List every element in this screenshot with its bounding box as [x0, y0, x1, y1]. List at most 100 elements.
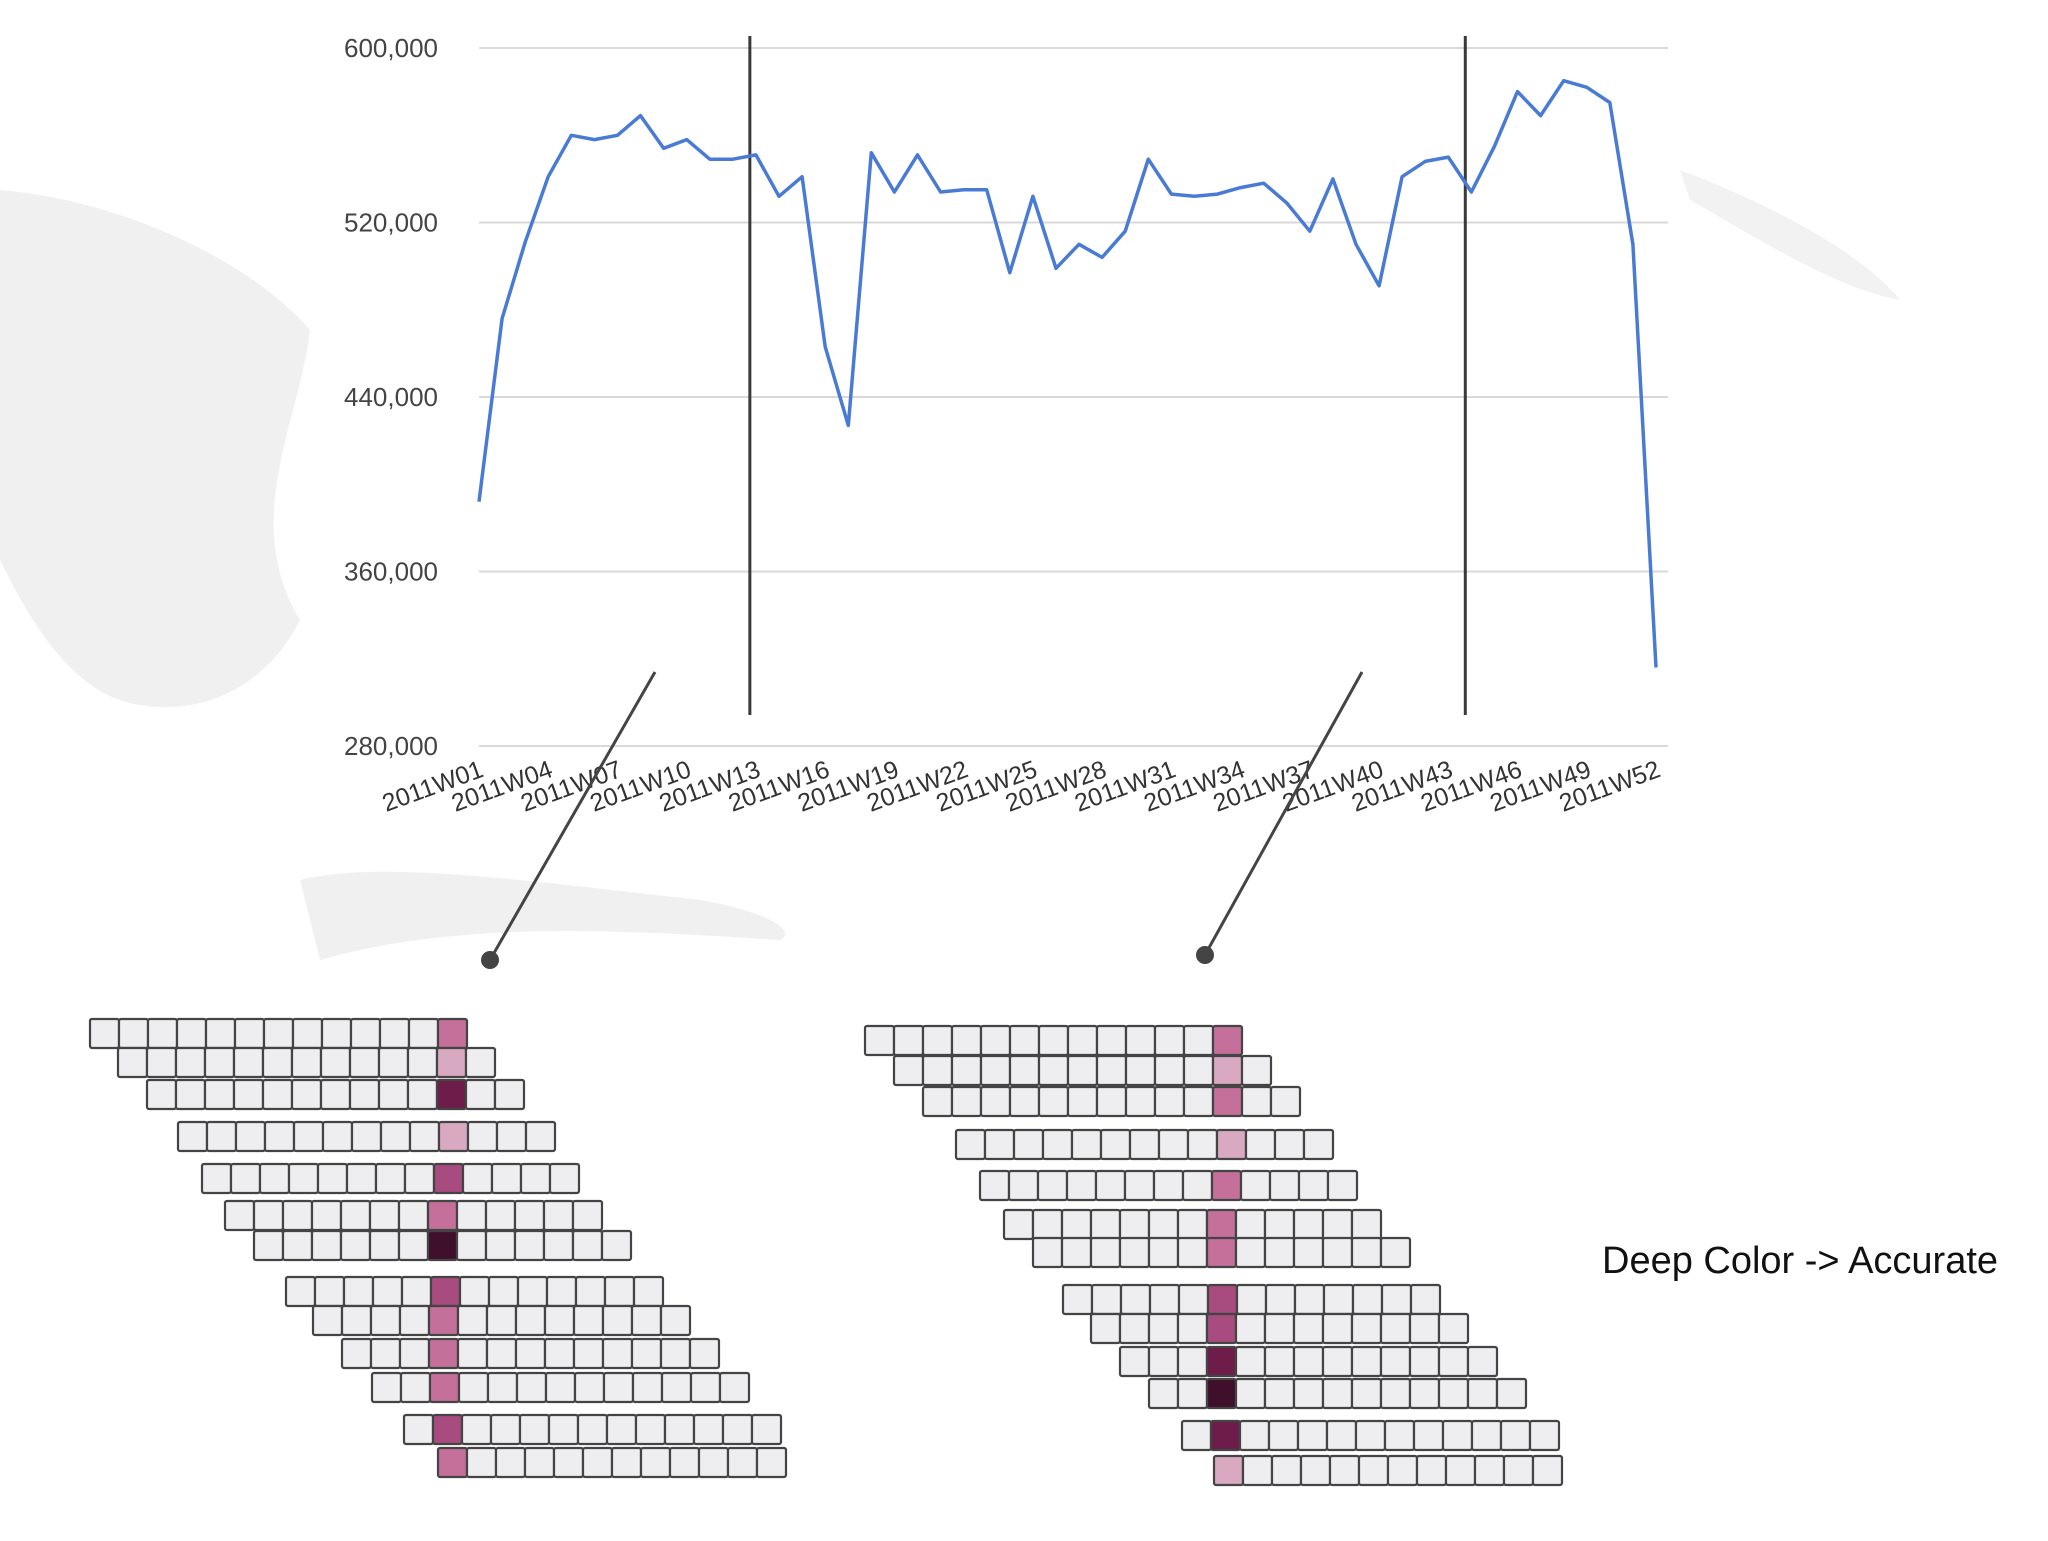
grid-cell: [310, 1229, 343, 1262]
grid-cell: [485, 1304, 518, 1337]
grid-cell: [1267, 1419, 1300, 1452]
grid-cell: [1002, 1208, 1035, 1241]
grid-cell: [1240, 1054, 1273, 1087]
grid-cell: [262, 1017, 295, 1050]
grid-cell: [516, 1275, 549, 1308]
grid-cell: [572, 1337, 605, 1370]
grid-cell: [1270, 1454, 1303, 1487]
grid-cell: [1186, 1128, 1219, 1161]
grid-cell: [1099, 1128, 1132, 1161]
grid-cell: [547, 1413, 580, 1446]
grid-cell: [518, 1413, 551, 1446]
grid-cell: [1244, 1128, 1277, 1161]
grid-cell: [1176, 1208, 1209, 1241]
grid-cell: [489, 1413, 522, 1446]
grid-cell: [1007, 1169, 1040, 1202]
grid-cell: [291, 1017, 324, 1050]
grid-cell: [174, 1078, 207, 1111]
grid-cell: [232, 1046, 265, 1079]
grid-cell: [750, 1413, 783, 1446]
grid-cell: [292, 1120, 325, 1153]
grid-cell: [369, 1304, 402, 1337]
grid-cell: [979, 1054, 1012, 1087]
grid-cell: [1408, 1312, 1441, 1345]
highlight-cell: [1205, 1345, 1238, 1378]
grid-cell: [174, 1046, 207, 1079]
series-layer: [477, 78, 1658, 668]
grid-cell: [175, 1017, 208, 1050]
grid-cell: [634, 1413, 667, 1446]
grid-cell: [116, 1046, 149, 1079]
grid-cell: [310, 1199, 343, 1232]
highlight-cell: [1215, 1128, 1248, 1161]
highlight-cell: [1206, 1283, 1239, 1316]
grid-cell: [1234, 1208, 1267, 1241]
grid-cell: [484, 1199, 517, 1232]
grid-cell: [1060, 1208, 1093, 1241]
grid-cell: [574, 1275, 607, 1308]
highlight-cell: [1209, 1419, 1242, 1452]
grid-cell: [233, 1017, 266, 1050]
grid-cell: [252, 1229, 285, 1262]
grid-cell: [203, 1046, 236, 1079]
grid-cell: [1499, 1419, 1532, 1452]
grid-cell: [487, 1275, 520, 1308]
grid-cell: [1466, 1345, 1499, 1378]
grid-cell: [261, 1046, 294, 1079]
grid-cell: [1157, 1128, 1190, 1161]
grid-cell: [668, 1446, 701, 1479]
grid-cell: [146, 1017, 179, 1050]
grid-cell: [1008, 1085, 1041, 1118]
grid-cell: [1379, 1345, 1412, 1378]
grid-cell: [484, 1229, 517, 1262]
grid-cell: [465, 1446, 498, 1479]
grid-cell: [368, 1199, 401, 1232]
grid-cell: [455, 1229, 488, 1262]
grid-cell: [660, 1371, 693, 1404]
grid-cell: [692, 1413, 725, 1446]
grid-cell: [1350, 1236, 1383, 1269]
grid-cell: [1495, 1377, 1528, 1410]
grid-cell: [397, 1199, 430, 1232]
grid-cell: [1263, 1312, 1296, 1345]
grid-cell: [1066, 1085, 1099, 1118]
grid-cell: [1181, 1169, 1214, 1202]
grid-cell: [1128, 1128, 1161, 1161]
grid-cell: [1147, 1345, 1180, 1378]
grid-cell: [1089, 1312, 1122, 1345]
connector-lines: [481, 671, 1364, 969]
x-axis-ticks: 2011W012011W042011W072011W102011W132011W…: [379, 755, 1664, 817]
grid-cell: [494, 1446, 527, 1479]
grid-cell: [398, 1337, 431, 1370]
grid-cell: [1292, 1236, 1325, 1269]
highlight-cell: [1212, 1454, 1245, 1487]
grid-cell: [1095, 1054, 1128, 1087]
grid-cell: [863, 1024, 896, 1057]
grid-cell: [979, 1024, 1012, 1057]
grid-cell: [514, 1337, 547, 1370]
grid-cell: [605, 1413, 638, 1446]
grid-cell: [892, 1024, 925, 1057]
grid-cell: [602, 1371, 635, 1404]
grid-cell: [369, 1337, 402, 1370]
grid-cell: [572, 1304, 605, 1337]
grid-cell: [573, 1371, 606, 1404]
grid-cell: [632, 1275, 665, 1308]
grid-cell: [340, 1337, 373, 1370]
grid-cell: [1066, 1024, 1099, 1057]
grid-cell: [1415, 1454, 1448, 1487]
grid-cell: [461, 1162, 494, 1195]
grid-cell: [1094, 1169, 1127, 1202]
grid-cell: [339, 1229, 372, 1262]
grid-cell: [1302, 1128, 1335, 1161]
grid-cell: [348, 1078, 381, 1111]
grid-cell: [1466, 1377, 1499, 1410]
grid-cell: [232, 1078, 265, 1111]
grid-cell: [1292, 1312, 1325, 1345]
grid-cell: [490, 1162, 523, 1195]
grid-cell: [1263, 1345, 1296, 1378]
grid-cell: [1264, 1283, 1297, 1316]
grid-cell: [921, 1085, 954, 1118]
